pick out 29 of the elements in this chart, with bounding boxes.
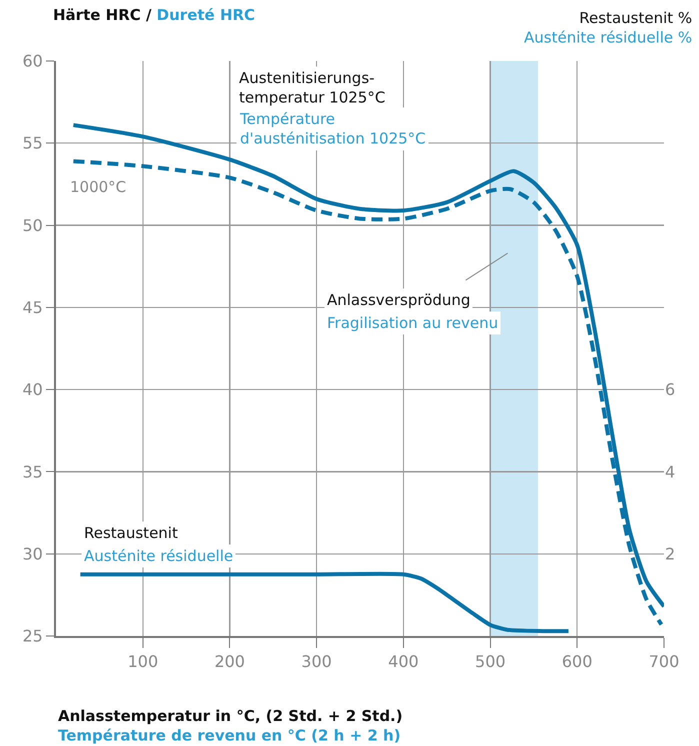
y-tick-label: 45	[22, 298, 43, 318]
line-series	[78, 572, 570, 634]
y-tick-label: 40	[22, 380, 43, 400]
x-axis-title: Anlasstemperatur in °C, (2 Std. + 2 Std.) Température de revenu en °C (2 h + 2 h)	[58, 707, 403, 744]
x-tick-label: 200	[214, 652, 245, 672]
y-axis-title: Härte HRC / Dureté HRC	[53, 6, 256, 24]
y2-tick-label: 2	[665, 544, 676, 564]
y-tick-label: 35	[22, 462, 43, 482]
y2-tick-label: 6	[665, 380, 676, 400]
x-tick-label: 600	[562, 652, 592, 672]
y-tick-label: 55	[22, 134, 43, 153]
y-tick-label: 50	[22, 216, 43, 235]
annotation: Fragilisation au revenu	[327, 314, 498, 332]
series-label: 1000°C	[70, 178, 126, 196]
y-tick-label: 30	[22, 544, 43, 564]
y-tick-label: 60	[22, 52, 43, 71]
x-tick-label: 400	[388, 652, 419, 672]
y2-axis-title: Restaustenit % Austénite résiduelle %	[524, 9, 692, 46]
x-tick-label: 500	[475, 652, 506, 672]
y2-tick-label: 4	[665, 462, 676, 482]
y-tick-label: 25	[22, 626, 43, 646]
annotation: Austénite résiduelle	[84, 547, 234, 565]
x-tick-label: 700	[648, 652, 680, 672]
x-tick-label: 100	[128, 652, 158, 672]
annotation: Restaustenit	[84, 524, 178, 542]
annotation: Anlassversprödung	[327, 291, 470, 309]
annotation: Austenitisierungs- temperatur 1025°C	[239, 69, 386, 106]
annotation: Température d'austénitisation 1025°C	[239, 110, 426, 148]
x-tick-label: 300	[301, 652, 332, 672]
